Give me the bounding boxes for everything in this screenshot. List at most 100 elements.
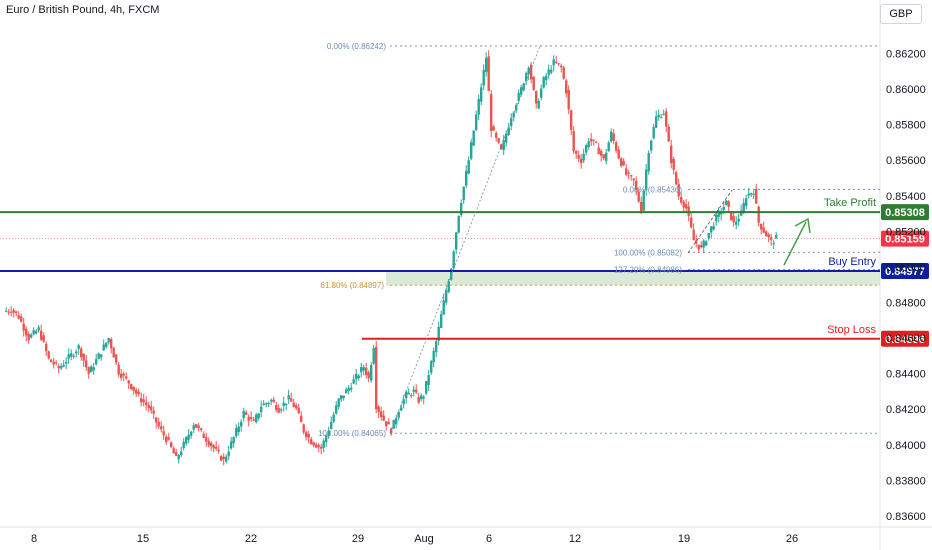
candle-body xyxy=(717,210,720,217)
candle-body xyxy=(437,326,440,341)
candle-body xyxy=(147,405,150,409)
candle-body xyxy=(22,323,25,331)
candle-body xyxy=(390,428,393,434)
candle-body xyxy=(195,424,198,428)
candle-body xyxy=(762,227,765,233)
candle-body xyxy=(415,389,418,393)
candle-body xyxy=(545,75,548,81)
candle-body xyxy=(675,172,678,185)
x-tick-label: 12 xyxy=(569,533,581,545)
candle-body xyxy=(637,191,640,202)
candle-body xyxy=(187,434,190,440)
candle-body xyxy=(155,417,158,423)
candle-body xyxy=(575,151,578,154)
y-tick-label: 0.84800 xyxy=(886,297,926,309)
candle-body xyxy=(5,310,8,312)
candle-body xyxy=(567,90,570,110)
candle-body xyxy=(122,373,125,376)
candle-body xyxy=(100,354,103,358)
candle-body xyxy=(57,366,60,369)
candle-body xyxy=(177,455,180,460)
candle-body xyxy=(307,433,310,438)
candle-body xyxy=(510,118,513,126)
candle-body xyxy=(7,311,10,313)
candle-body xyxy=(290,398,293,402)
candle-body xyxy=(237,426,240,433)
candle-body xyxy=(645,169,648,190)
candle-body xyxy=(375,346,378,410)
current-price-tag xyxy=(881,230,929,247)
candle-body xyxy=(317,445,320,448)
candle-body xyxy=(72,355,75,357)
candle-body xyxy=(245,412,248,415)
candle-body xyxy=(697,244,700,250)
candle-body xyxy=(42,335,45,342)
candle-body xyxy=(45,343,48,352)
candle-body xyxy=(287,395,290,400)
candle-body xyxy=(75,351,78,354)
candle-body xyxy=(95,359,98,365)
candle-body xyxy=(760,223,763,230)
fib-label: 100.00% (0.85082) xyxy=(614,248,682,257)
y-tick-label: 0.84400 xyxy=(886,369,926,381)
candle-body xyxy=(140,398,143,403)
candle-body xyxy=(92,367,95,371)
candle-body xyxy=(37,327,40,331)
candle-body xyxy=(247,416,250,421)
candle-body xyxy=(487,56,490,92)
candle-body xyxy=(745,198,748,206)
candle-body xyxy=(257,413,260,419)
candle-body xyxy=(535,90,538,104)
candle-body xyxy=(165,436,168,443)
candle-body xyxy=(190,431,193,436)
candle-body xyxy=(735,221,738,225)
candle-body xyxy=(370,364,373,381)
candle-body xyxy=(322,440,325,448)
candle-body xyxy=(120,373,123,379)
candle-body xyxy=(477,98,480,115)
candle-body xyxy=(462,186,465,201)
candle-body xyxy=(127,380,130,384)
candle-body xyxy=(475,114,478,131)
candle-body xyxy=(357,375,360,379)
candle-body xyxy=(470,142,473,159)
candle-body xyxy=(552,59,555,66)
candle-body xyxy=(185,437,188,444)
candle-body xyxy=(362,367,365,371)
candle-body xyxy=(387,422,390,425)
candle-body xyxy=(490,94,493,132)
candle-body xyxy=(737,218,740,222)
candle-body xyxy=(710,226,713,233)
candle-body xyxy=(242,411,245,419)
candle-body xyxy=(612,133,615,141)
candle-body xyxy=(752,193,755,195)
candle-body xyxy=(50,359,53,362)
candle-body xyxy=(640,201,643,213)
candle-body xyxy=(690,217,693,228)
candle-body xyxy=(182,441,185,449)
candle-body xyxy=(10,311,13,313)
stop-loss-label: Stop Loss xyxy=(827,324,876,336)
candle-body xyxy=(62,364,65,367)
current-price-label: 0.85159 xyxy=(885,234,925,246)
candle-body xyxy=(517,92,520,101)
candle-body xyxy=(432,350,435,363)
candle-body xyxy=(667,126,670,142)
candle-body xyxy=(337,398,340,407)
candle-body xyxy=(30,334,33,338)
currency-selector[interactable]: GBP xyxy=(880,4,922,24)
candle-body xyxy=(12,309,15,313)
y-tick-label: 0.85800 xyxy=(886,120,926,132)
candle-body xyxy=(647,153,650,172)
candle-body xyxy=(600,150,603,156)
candle-body xyxy=(267,403,270,405)
candle-body xyxy=(412,389,415,392)
x-tick-label: 8 xyxy=(31,533,37,545)
candle-body xyxy=(485,57,488,73)
candle-body xyxy=(577,155,580,159)
candle-body xyxy=(55,362,58,364)
candle-body xyxy=(295,405,298,409)
candle-body xyxy=(117,364,120,375)
candle-body xyxy=(540,88,543,98)
candle-body xyxy=(465,171,468,186)
